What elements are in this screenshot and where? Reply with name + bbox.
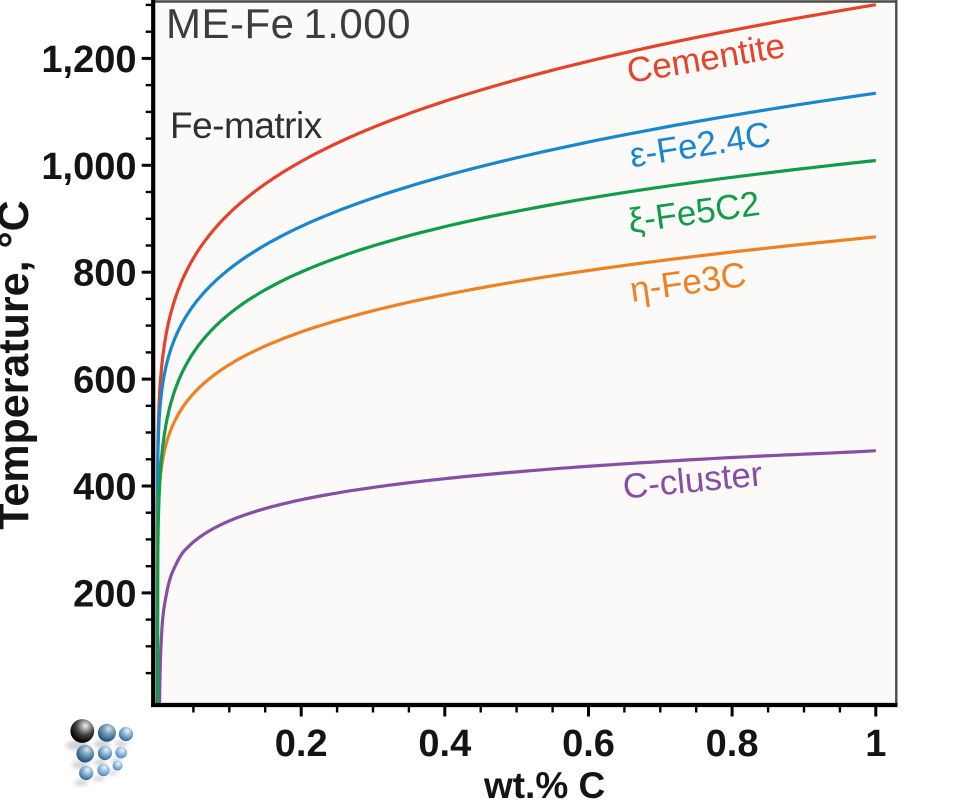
svg-text:0.6: 0.6 bbox=[562, 723, 615, 765]
svg-text:200: 200 bbox=[73, 573, 136, 615]
svg-text:Fe-matrix: Fe-matrix bbox=[170, 105, 323, 146]
svg-text:0.2: 0.2 bbox=[275, 723, 328, 765]
svg-text:ME-Fe 1.000: ME-Fe 1.000 bbox=[166, 0, 411, 47]
svg-text:800: 800 bbox=[73, 253, 136, 295]
svg-text:0.8: 0.8 bbox=[706, 723, 759, 765]
svg-text:1: 1 bbox=[865, 723, 886, 765]
svg-text:600: 600 bbox=[73, 360, 136, 402]
svg-text:0.4: 0.4 bbox=[418, 723, 471, 765]
svg-text:1,000: 1,000 bbox=[41, 146, 136, 188]
svg-text:400: 400 bbox=[73, 467, 136, 509]
svg-text:wt.% C: wt.% C bbox=[483, 765, 605, 800]
svg-text:1,200: 1,200 bbox=[41, 39, 136, 81]
svg-text:Temperature, °C: Temperature, °C bbox=[0, 200, 38, 529]
